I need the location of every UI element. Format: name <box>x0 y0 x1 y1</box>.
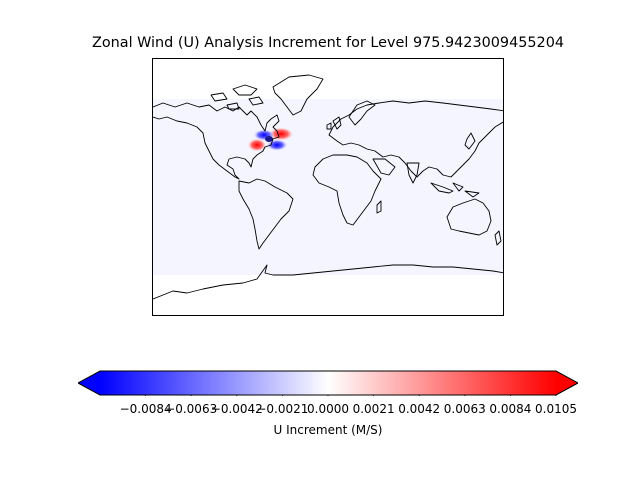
coastline-arabia <box>372 158 396 176</box>
coastline-indonesia <box>430 182 480 198</box>
colorbar-tick-label: −0.0084 <box>119 402 172 416</box>
colorbar-tick-label: −0.0063 <box>165 402 218 416</box>
coastlines <box>153 74 503 300</box>
coastline-antarctica <box>153 264 503 300</box>
colorbar-tick-label: 0.0021 <box>352 402 395 416</box>
world-map <box>153 74 503 300</box>
map-axes <box>152 58 504 316</box>
colorbar-tick-label: 0.0042 <box>398 402 441 416</box>
colorbar <box>76 370 580 399</box>
colorbar-extend-low <box>78 371 100 395</box>
coastline-greenland <box>272 74 324 116</box>
colorbar-extend-high <box>556 371 578 395</box>
colorbar-body <box>100 371 556 395</box>
coastline-new-zealand <box>494 230 502 246</box>
colorbar-label: U Increment (M/S) <box>273 423 383 437</box>
colorbar-tick-label: 0.0000 <box>307 402 349 416</box>
increment-dipole <box>247 127 294 152</box>
coastline-africa <box>312 154 382 226</box>
colorbar-tick-label: 0.0105 <box>535 402 577 416</box>
colorbar-tick-label: 0.0084 <box>489 402 532 416</box>
colorbar-tick-label: −0.0021 <box>256 402 309 416</box>
colorbar-gradient <box>76 370 580 399</box>
coastline-eurasia <box>328 100 503 178</box>
colorbar-tick-label: 0.0063 <box>443 402 486 416</box>
coastline-south-america <box>238 178 294 250</box>
plot-title: Zonal Wind (U) Analysis Increment for Le… <box>91 35 565 51</box>
colorbar-tick-label: −0.0042 <box>210 402 263 416</box>
coastline-arctic-islands <box>210 84 264 110</box>
coastline-japan <box>464 132 476 150</box>
coastline-scandinavia <box>348 100 376 126</box>
coastline-australia <box>446 198 492 236</box>
coastline-north-america <box>153 102 280 180</box>
coastline-madagascar <box>376 200 382 214</box>
coastline-india <box>406 162 420 184</box>
coastline-british-isles <box>326 116 342 130</box>
